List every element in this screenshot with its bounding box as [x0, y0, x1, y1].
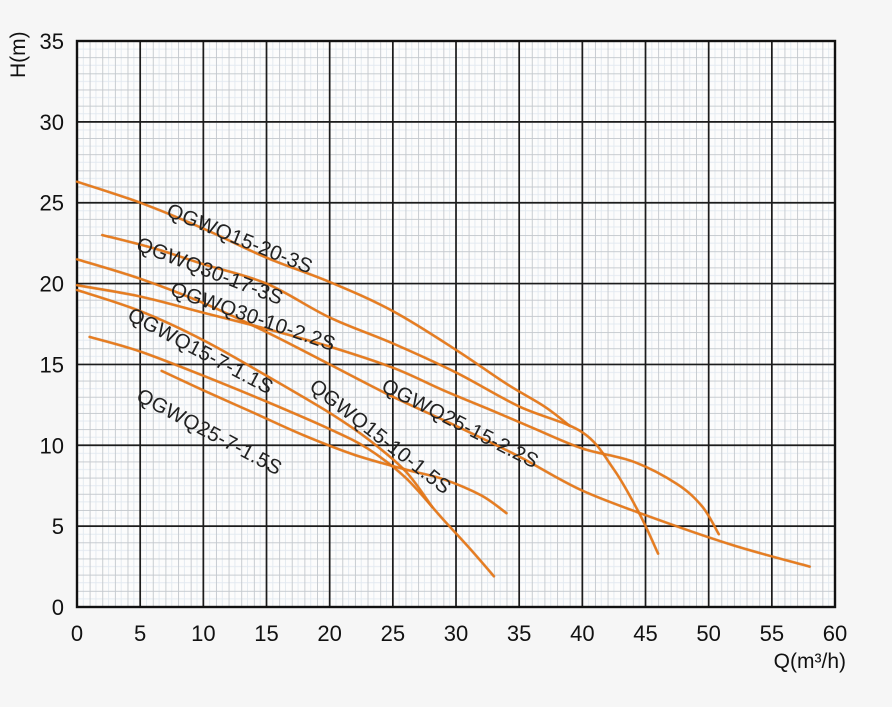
y-axis-title: H(m): [7, 31, 30, 78]
pump-curve-QGWQ15-10-1.5S: [88, 335, 495, 578]
x-axis-ticks: 0 5 10 15 20 25 30 35 40 45 50 55 60: [71, 621, 847, 646]
x-tick-label: 60: [823, 621, 847, 646]
x-tick-label: 45: [633, 621, 657, 646]
pump-curve-QGWQ30-10-2.2S: [75, 258, 811, 568]
x-tick-label: 55: [760, 621, 784, 646]
y-tick-label: 15: [40, 352, 64, 377]
major-gridlines: [76, 40, 836, 608]
x-tick-label: 15: [254, 621, 278, 646]
y-axis-ticks: 0 5 10 15 20 25 30 35: [40, 29, 64, 620]
x-tick-label: 50: [696, 621, 720, 646]
y-tick-label: 0: [52, 595, 64, 620]
pump-curve-QGWQ15-20-3S: [75, 180, 571, 427]
y-tick-label: 35: [40, 29, 64, 54]
x-tick-label: 40: [570, 621, 594, 646]
x-axis-title: Q(m³/h): [774, 650, 846, 673]
pump-curve-QGWQ25-7-1.5S: [160, 369, 508, 515]
x-tick-label: 5: [134, 621, 146, 646]
y-tick-label: 20: [40, 272, 64, 297]
x-tick-label: 10: [191, 621, 215, 646]
pump-curves: [75, 180, 812, 578]
y-tick-label: 5: [52, 514, 64, 539]
x-tick-label: 20: [317, 621, 341, 646]
x-tick-label: 30: [444, 621, 468, 646]
pump-curve-QGWQ30-17-3S: [101, 234, 660, 555]
pump-curve-QGWQ15-7-1.1S: [75, 288, 434, 508]
x-tick-label: 25: [381, 621, 405, 646]
y-tick-label: 25: [40, 191, 64, 216]
pump-curve-QGWQ25-15-2.2S: [75, 284, 720, 536]
x-tick-label: 35: [507, 621, 531, 646]
plot-border: [75, 39, 837, 609]
y-tick-label: 10: [40, 433, 64, 458]
x-tick-label: 0: [71, 621, 83, 646]
y-tick-label: 30: [40, 110, 64, 135]
